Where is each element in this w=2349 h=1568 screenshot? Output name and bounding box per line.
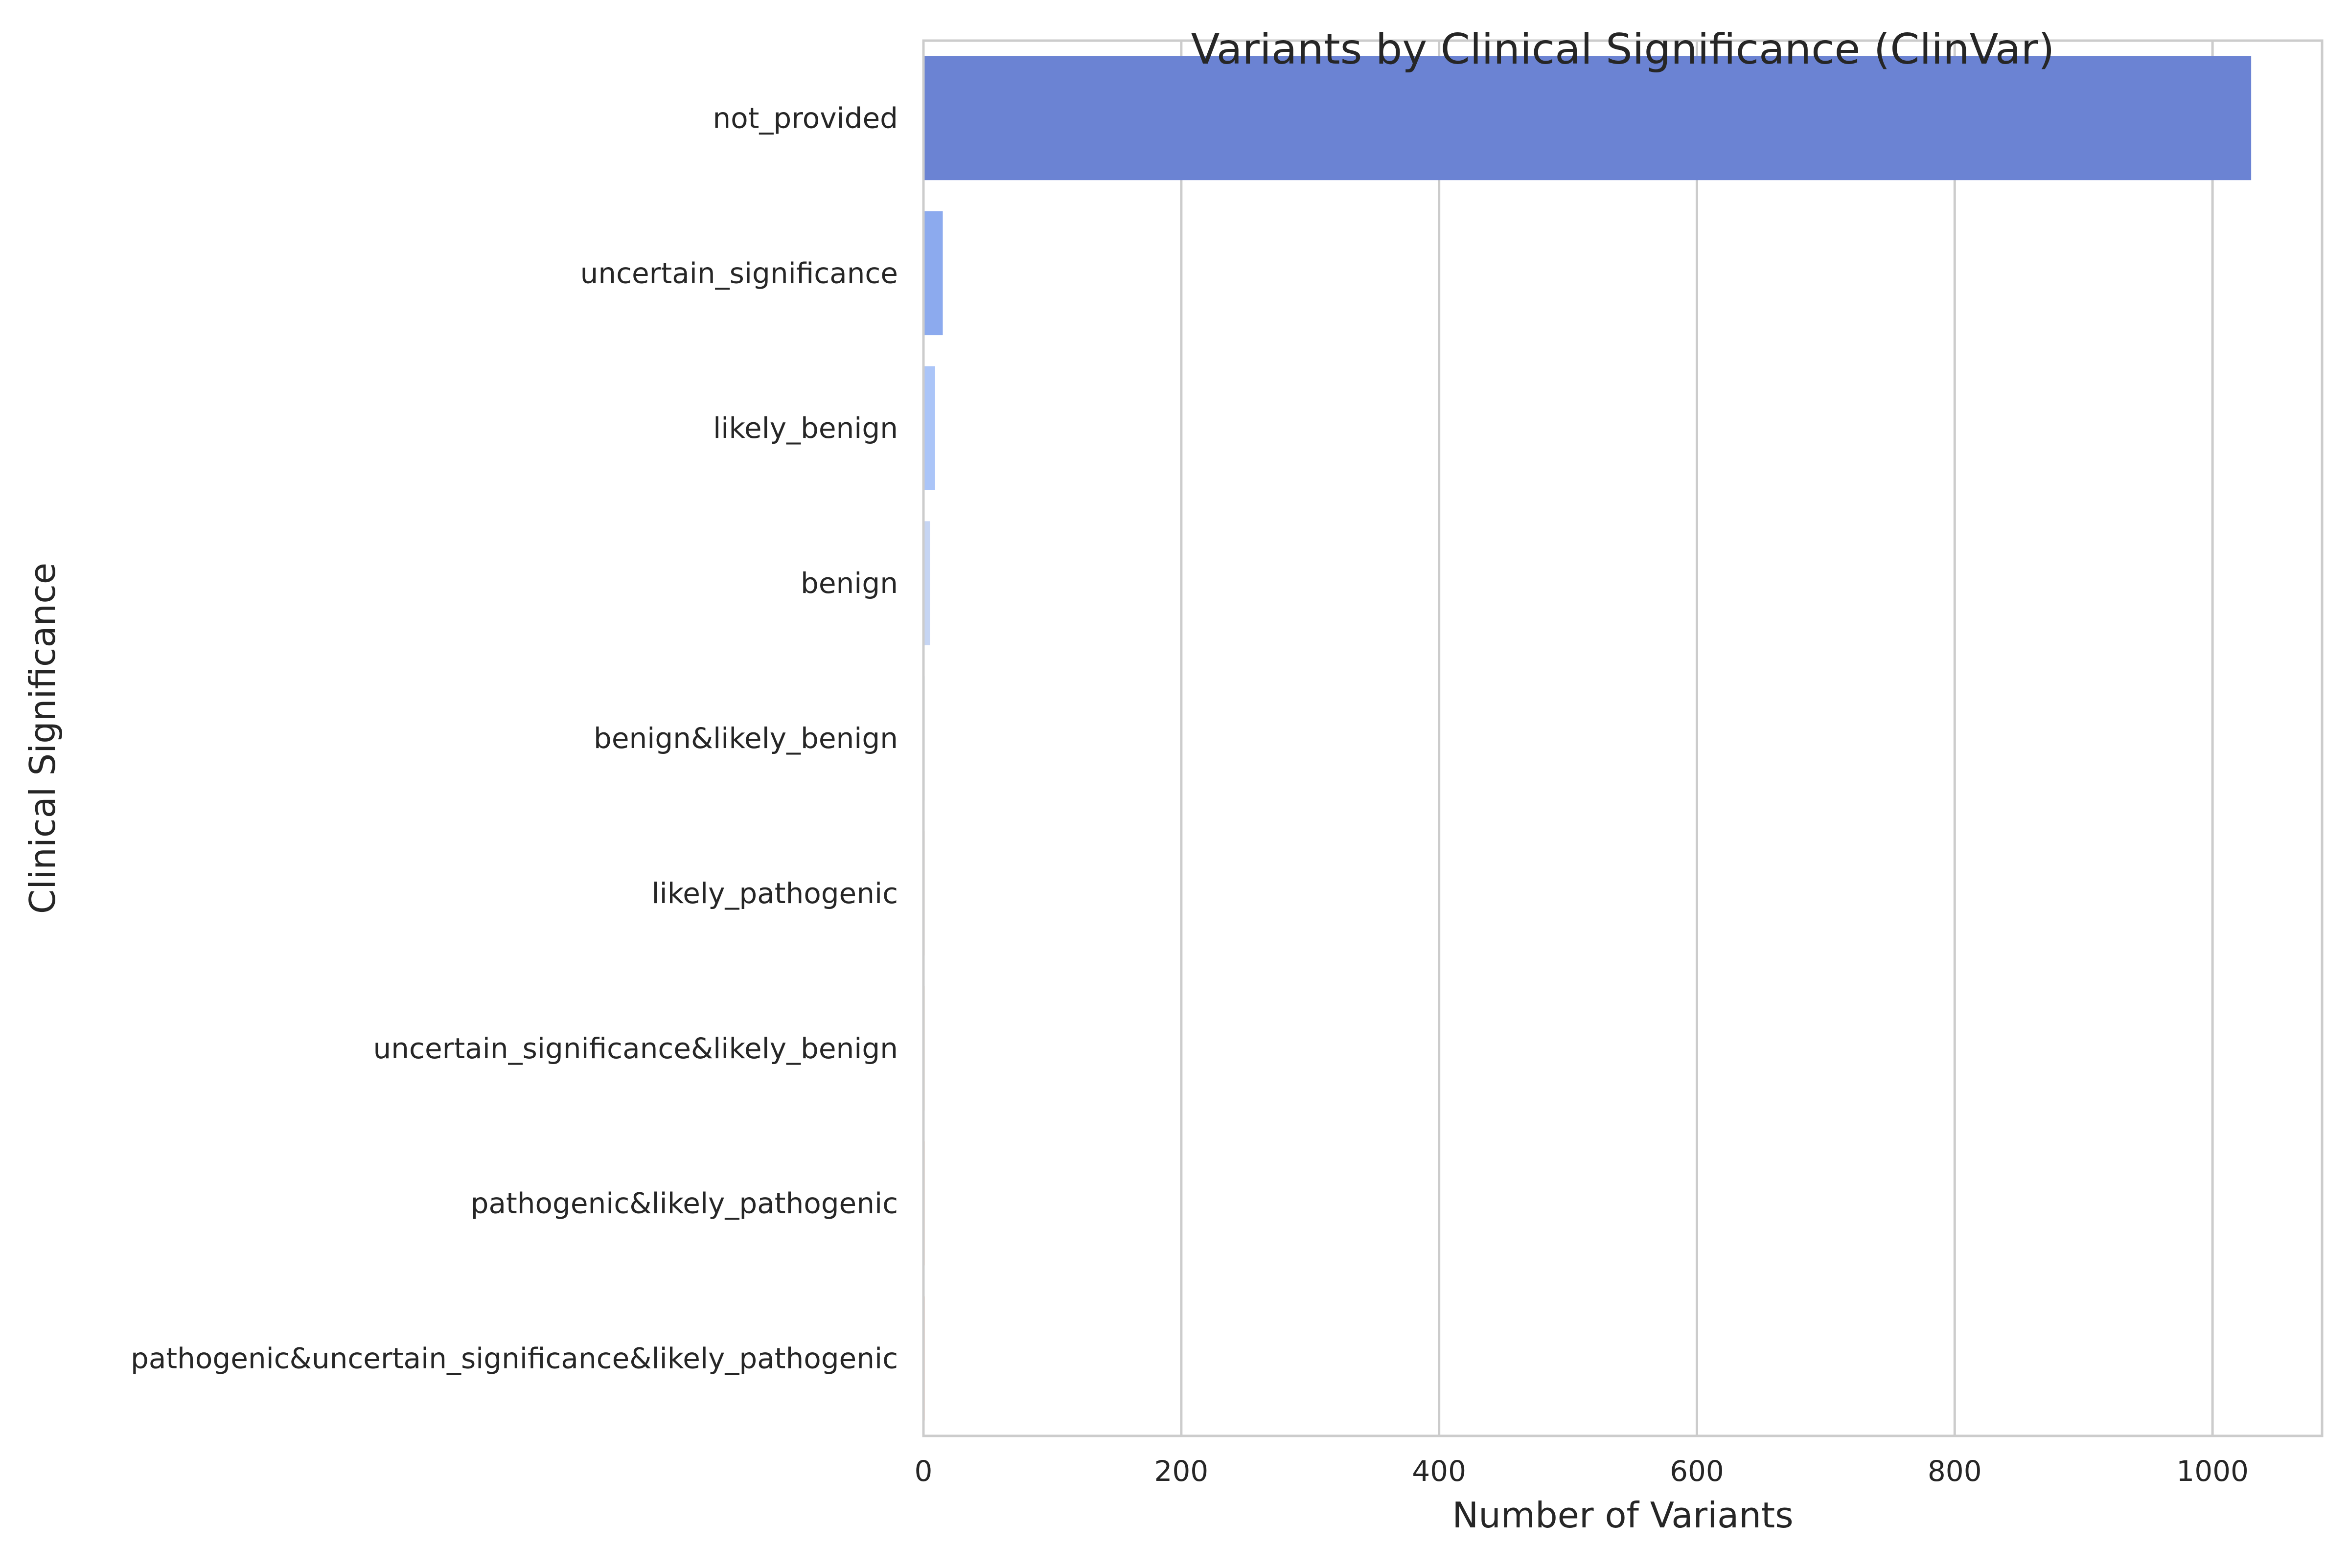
y-tick-label: likely_benign <box>713 411 898 445</box>
x-tick-label: 600 <box>1670 1454 1724 1488</box>
bar <box>923 56 2252 181</box>
x-tick-label: 400 <box>1412 1454 1466 1488</box>
x-tick-label: 0 <box>915 1454 933 1488</box>
bar <box>923 521 930 645</box>
y-tick-label: pathogenic&likely_pathogenic <box>471 1187 898 1220</box>
x-tick-labels: 0 200 400 600 800 1000 <box>915 1454 2249 1488</box>
chart-title: Variants by Clinical Significance (ClinV… <box>1191 25 2055 74</box>
bars <box>923 56 2252 1421</box>
y-tick-labels: not_provided uncertain_significancelikely… <box>131 101 898 1375</box>
plot-frame <box>922 39 2324 1437</box>
x-axis-label: Number of Variants <box>1452 1495 1793 1536</box>
y-tick-label: benign&likely_benign <box>594 722 898 755</box>
y-tick-label: not_provided <box>713 101 898 135</box>
x-tick-label: 800 <box>1928 1454 1982 1488</box>
y-tick-label: likely_pathogenic <box>652 877 898 910</box>
x-tick-label: 200 <box>1154 1454 1208 1488</box>
y-tick-label: uncertain_significance <box>580 256 898 290</box>
y-tick-label: pathogenic&uncertain_significance&likely… <box>131 1342 898 1375</box>
y-axis-label: Clinical Significance <box>22 563 63 914</box>
y-tick-label: benign <box>801 567 898 600</box>
x-tick-label: 1000 <box>2176 1454 2249 1488</box>
y-tick-label: uncertain_significance&likely_benign <box>373 1032 898 1065</box>
bar <box>923 211 943 336</box>
bar <box>923 366 935 490</box>
